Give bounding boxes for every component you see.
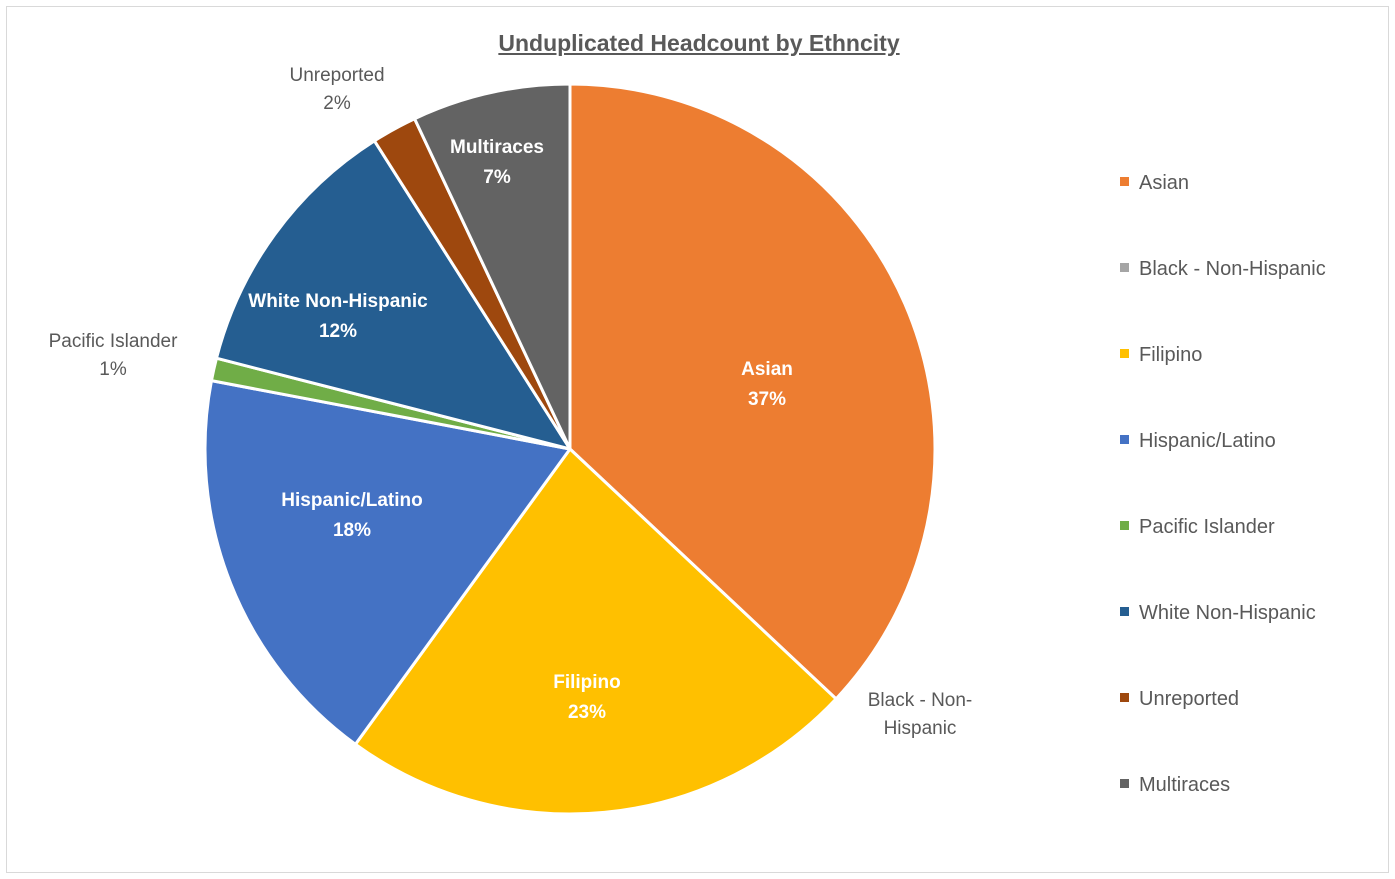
data-label-multiraces: Multiraces 7%	[450, 137, 544, 188]
legend-swatch	[1120, 693, 1129, 703]
legend-item-multiraces: Multiraces	[1120, 770, 1230, 800]
legend-swatch	[1120, 177, 1129, 187]
legend-label: Hispanic/Latino	[1139, 430, 1276, 452]
data-label-black-non-hispanic: Black - Non-Hispanic	[868, 690, 973, 739]
pie-slice-filipino	[353, 447, 838, 816]
pie-slice-asian	[568, 82, 937, 701]
legend-label: Asian	[1139, 172, 1190, 194]
legend-item-black-non-hispanic: Black - Non-Hispanic	[1120, 254, 1326, 284]
legend-label: Pacific Islander	[1139, 516, 1275, 538]
legend-item-pacific-islander: Pacific Islander	[1120, 512, 1275, 542]
legend-label: White Non-Hispanic	[1139, 602, 1316, 624]
legend-label: Multiraces	[1139, 774, 1231, 796]
data-label-pacific-islander: Pacific Islander 1%	[49, 331, 179, 380]
legend-label: Black - Non-Hispanic	[1139, 258, 1326, 280]
data-label-white-non-hispanic: White Non-Hispanic 12%	[248, 291, 428, 342]
data-label-hispanic-latino: Hispanic/Latino 18%	[281, 490, 422, 541]
legend-swatch	[1120, 349, 1129, 359]
pie-slice-white-non-hispanic	[214, 139, 572, 451]
legend-swatch	[1120, 521, 1129, 531]
legend-item-hispanic-latino: Hispanic/Latino	[1120, 426, 1276, 456]
legend-item-filipino: Filipino	[1120, 340, 1202, 370]
legend-swatch	[1120, 607, 1129, 617]
data-label-unreported: Unreported 2%	[289, 65, 384, 114]
legend-item-unreported: Unreported	[1120, 684, 1239, 714]
legend-swatch	[1120, 779, 1129, 789]
legend-swatch	[1120, 263, 1129, 273]
legend-item-white-non-hispanic: White Non-Hispanic	[1120, 598, 1316, 628]
data-label-filipino: Filipino 23%	[553, 672, 621, 723]
legend-label: Unreported	[1139, 688, 1240, 710]
legend-label: Filipino	[1139, 344, 1203, 366]
pie-slice-hispanic-latino	[203, 379, 572, 746]
legend-swatch	[1120, 435, 1129, 445]
pie-slice-multiraces	[413, 82, 572, 451]
chart-title: Unduplicated Headcount by Ethncity	[498, 30, 900, 56]
legend-item-asian: Asian	[1120, 168, 1189, 198]
data-label-asian: Asian 37%	[741, 359, 793, 410]
